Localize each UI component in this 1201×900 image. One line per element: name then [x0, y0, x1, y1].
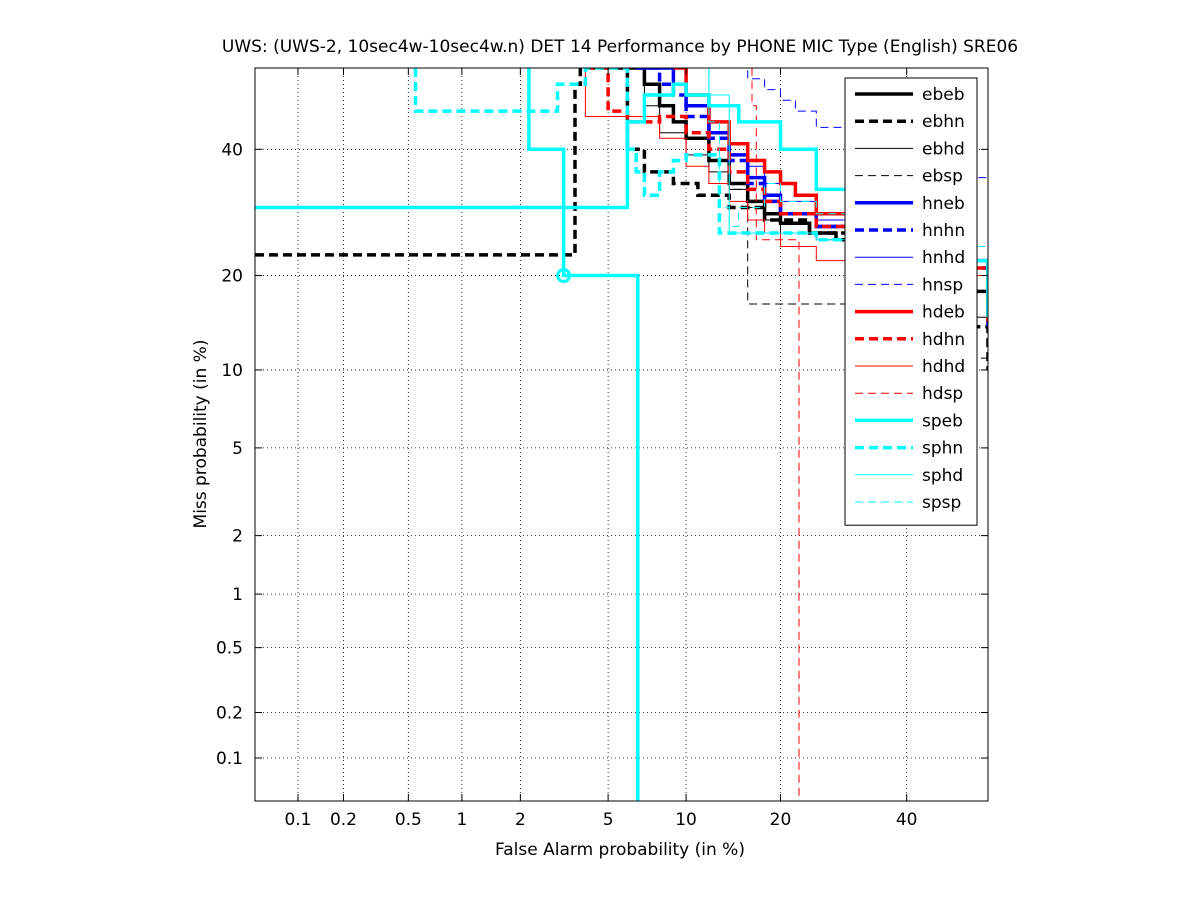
legend-label-ebsp: ebsp — [922, 167, 963, 187]
x-axis-label: False Alarm probability (in %) — [495, 840, 745, 860]
x-tick-label: 20 — [770, 810, 792, 830]
legend-label-hnhd: hnhd — [922, 248, 965, 268]
series-line-speb_extra — [527, 68, 640, 801]
x-tick-label: 0.2 — [330, 810, 357, 830]
y-tick-label: 5 — [232, 439, 243, 459]
legend-label-sphd: sphd — [922, 466, 963, 486]
legend-box — [844, 77, 978, 526]
legend-label-hnhn: hnhn — [922, 221, 965, 241]
y-tick-label: 0.1 — [216, 749, 243, 769]
legend-label-ebhn: ebhn — [922, 112, 965, 132]
chart-title: UWS: (UWS-2, 10sec4w-10sec4w.n) DET 14 P… — [222, 37, 1018, 57]
y-tick-label: 1 — [232, 585, 243, 605]
legend-label-ebeb: ebeb — [922, 85, 965, 105]
x-tick-label: 1 — [456, 810, 467, 830]
y-axis-label: Miss probability (in %) — [191, 340, 211, 529]
x-tick-label: 5 — [603, 810, 614, 830]
y-tick-label: 40 — [221, 140, 243, 160]
y-tick-label: 20 — [221, 267, 243, 287]
legend-label-ebhd: ebhd — [922, 139, 965, 159]
legend-label-speb: speb — [922, 411, 963, 431]
x-tick-label: 40 — [896, 810, 918, 830]
series-line-hnsp — [697, 68, 988, 208]
y-axis-ticks: 0.1 0.2 0.5 1 2 5 10 20 40 — [216, 140, 988, 769]
legend-label-spsp: spsp — [922, 493, 961, 513]
legend-label-hdsp: hdsp — [922, 384, 963, 404]
markers — [556, 268, 572, 284]
legend-label-hneb: hneb — [922, 194, 965, 214]
legend-label-hdhd: hdhd — [922, 357, 965, 377]
legend-label-hnsp: hnsp — [922, 275, 963, 295]
y-tick-label: 2 — [232, 527, 243, 547]
legend-label-hdhn: hdhn — [922, 330, 965, 350]
x-tick-label: 2 — [515, 810, 526, 830]
plot-frame — [254, 67, 989, 802]
y-tick-label: 10 — [221, 361, 243, 381]
operating-point-marker-0 — [556, 268, 572, 284]
series-line-hdsp — [738, 68, 800, 801]
x-tick-label: 0.5 — [395, 810, 422, 830]
x-axis-ticks: 0.1 0.2 0.5 1 2 5 10 20 40 — [284, 68, 917, 830]
x-tick-label: 0.1 — [284, 810, 311, 830]
y-tick-label: 0.5 — [216, 639, 243, 659]
y-tick-label: 0.2 — [216, 704, 243, 724]
legend-label-hdeb: hdeb — [922, 303, 965, 323]
legend-label-sphn: sphn — [922, 439, 963, 459]
legend: ebeb ebhn ebhd ebsp hneb hnhn hnhd hnsp hdeb hdhn… — [844, 77, 978, 526]
x-tick-label: 10 — [675, 810, 697, 830]
